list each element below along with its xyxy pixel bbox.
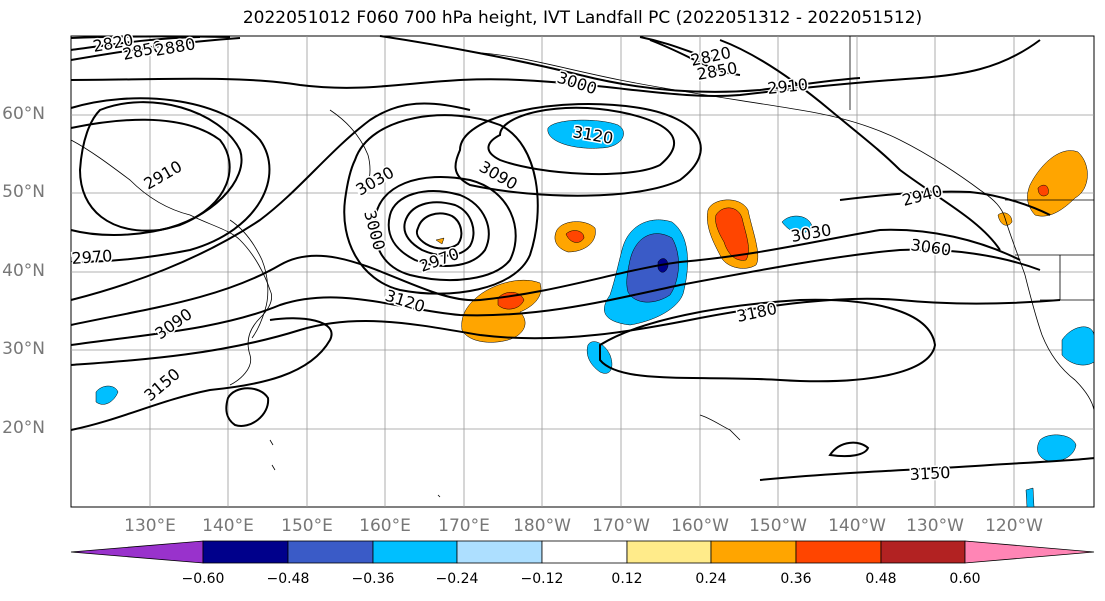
ivt-positive-region-west-core [565, 230, 585, 243]
contour-label: 3150 [909, 463, 951, 484]
ivt-negative-region-tip [1025, 487, 1035, 508]
lon-label: 150°W [749, 516, 807, 536]
ivt-negative-region-gulf [547, 119, 624, 149]
colorbar [70, 540, 1095, 564]
border-states [1015, 254, 1094, 301]
lat-label: 20°N [2, 418, 45, 438]
colorbar-bin [287, 540, 374, 564]
colorbar-bin [710, 540, 797, 564]
colorbar-bin [456, 540, 543, 564]
coast-kamchatka [329, 109, 371, 196]
colorbar-tick-label: −0.24 [435, 571, 479, 587]
colorbar-tick-label: 0.60 [949, 571, 981, 587]
colorbar-bin [202, 540, 289, 564]
ivt-negative-region-mexico [1037, 434, 1077, 462]
colorbar-tick-label: 0.36 [780, 571, 812, 587]
colorbar-bin [626, 540, 712, 564]
colorbar-extend-max [964, 540, 1095, 564]
lat-label: 40°N [2, 261, 45, 281]
colorbar-tick-label: −0.36 [351, 571, 395, 587]
coast-pacific-islands [269, 439, 441, 498]
lon-label: 180°W [513, 516, 571, 536]
lat-label: 60°N [2, 104, 45, 124]
lon-label: 160°E [359, 516, 411, 536]
lon-label: 170°E [438, 516, 490, 536]
lat-label: 30°N [2, 339, 45, 359]
lon-label: 130°E [124, 516, 176, 536]
ivt-negative-region-coast [1061, 326, 1095, 366]
lon-label: 140°W [828, 516, 886, 536]
colorbar-tick-label: −0.12 [520, 571, 564, 587]
colorbar-tick-label: −0.48 [266, 571, 310, 587]
lon-label: 120°W [985, 516, 1043, 536]
ivt-negative-region-small [781, 215, 813, 234]
ivt-negative-region-japan [95, 385, 119, 405]
coast-asia [70, 139, 273, 386]
colorbar-bin [795, 540, 882, 564]
contour-label: 2970 [71, 246, 113, 268]
ivt-negative-region-central-core [626, 233, 679, 303]
coast-hawaii [699, 414, 741, 441]
colorbar-tick-label: −0.60 [181, 571, 225, 587]
ivt-positive-region-northwest-core [1037, 184, 1049, 197]
colorbar-extend-min [70, 540, 204, 564]
coast-north-america [1004, 217, 1095, 411]
map-frame [70, 35, 1095, 508]
map-title: 2022051012 F060 700 hPa height, IVT Land… [242, 8, 923, 28]
coastlines [70, 36, 1095, 498]
lon-label: 150°E [281, 516, 333, 536]
coast-alaska [469, 51, 1006, 219]
height-contours [70, 35, 1095, 481]
lon-label: 160°W [671, 516, 729, 536]
ivt-positive-region-east-core [715, 207, 749, 261]
colorbar-bin [541, 540, 628, 564]
lat-label: 50°N [2, 182, 45, 202]
colorbar-tick-label: 0.12 [611, 571, 643, 587]
lon-label: 170°W [592, 516, 650, 536]
ivt-positive-region-tiny [435, 237, 445, 245]
lon-label: 140°E [202, 516, 254, 536]
colorbar-bin [372, 540, 458, 564]
lon-label: 130°W [906, 516, 964, 536]
colorbar-bin [880, 540, 966, 564]
colorbar-tick-label: 0.24 [695, 571, 727, 587]
coast-japan [229, 219, 269, 339]
colorbar-tick-label: 0.48 [865, 571, 897, 587]
